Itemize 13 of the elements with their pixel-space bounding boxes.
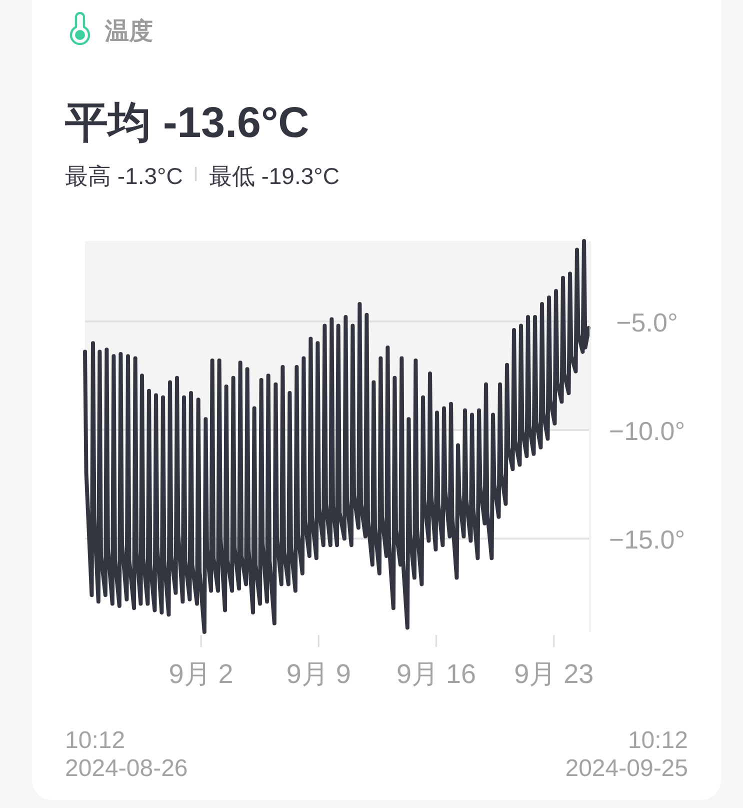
text: 10:12 2024-09-25 [565,727,688,782]
y-tick-label: −15.0° [608,524,686,555]
x-tick-label: 9月 2 [168,659,234,689]
text: 最低 -19.3°C [208,163,340,189]
y-tick-label: −10.0° [608,416,686,446]
y-tick-label: −5.0° [616,307,678,338]
text: 最高 -1.3°C [65,163,183,189]
text: 10:12 2024-08-26 [65,727,188,782]
x-tick-label: 9月 23 [514,659,594,689]
chart-subtitle: 平均 -13.6°C [64,99,310,147]
chart-title: 温度 [104,18,153,45]
x-tick-label: 9月 9 [286,659,351,689]
x-tick-label: 9月 16 [396,659,476,689]
